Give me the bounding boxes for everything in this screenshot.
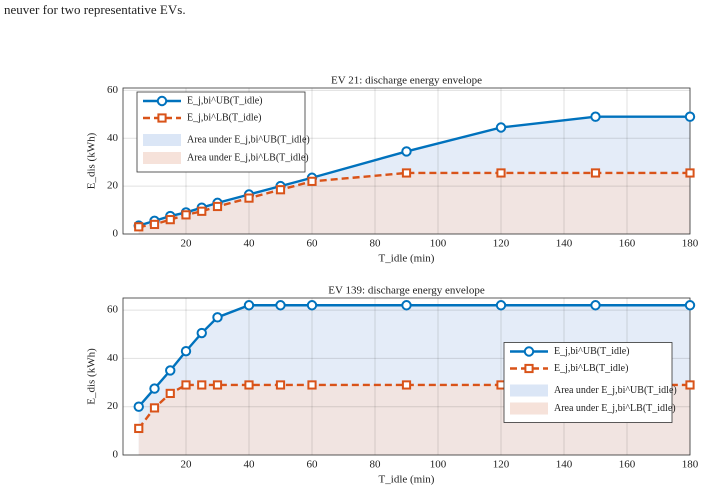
x-tick-label: 40 [244, 459, 256, 471]
point [149, 403, 160, 413]
y-tick-label: 20 [107, 180, 119, 192]
point [495, 122, 507, 133]
point [307, 176, 317, 186]
point [212, 201, 223, 212]
x-tick-label: 140 [556, 238, 573, 250]
point [684, 300, 696, 311]
x-tick-label: 160 [619, 459, 636, 471]
legend-label: E_j,bi^LB(T_idle) [187, 112, 261, 123]
point [275, 185, 286, 195]
point [244, 380, 254, 390]
chart-title: EV 139: discharge energy envelope [328, 285, 485, 297]
y-tick-label: 40 [107, 352, 119, 364]
point [685, 168, 695, 178]
x-tick-label: 40 [244, 238, 256, 250]
x-tick-label: 100 [430, 459, 447, 471]
point [275, 300, 286, 311]
x-tick-label: 60 [307, 459, 319, 471]
y-tick-label: 60 [107, 304, 119, 316]
axes-box [122, 297, 691, 456]
legend-label: Area under E_j,bi^UB(T_idle) [554, 385, 677, 396]
chart-title: EV 21: discharge energy envelope [331, 75, 482, 87]
x-tick-label: 140 [556, 459, 573, 471]
point [496, 380, 506, 390]
caption: neuver for two representative EVs. [4, 2, 186, 17]
point [275, 380, 286, 390]
point [243, 300, 255, 311]
x-tick-label: 100 [430, 238, 447, 250]
legend-label: Area under E_j,bi^LB(T_idle) [554, 403, 676, 414]
point [196, 327, 207, 339]
point [495, 300, 507, 311]
area [138, 172, 690, 234]
legend-swatch [510, 384, 548, 397]
legend-marker [157, 113, 167, 123]
legend-marker [524, 363, 534, 374]
point [180, 345, 192, 357]
point [181, 380, 191, 390]
x-tick-label: 160 [619, 238, 636, 250]
point [244, 193, 254, 203]
y-tick-label: 0 [113, 449, 119, 461]
point [590, 300, 601, 311]
point [134, 423, 144, 434]
x-tick-label: 180 [682, 238, 699, 250]
point [181, 210, 191, 220]
point [684, 111, 696, 122]
y-tick-label: 20 [107, 400, 119, 412]
point [401, 300, 412, 311]
legend-marker [156, 95, 168, 107]
point [134, 222, 144, 232]
x-tick-label: 120 [493, 238, 510, 250]
point [401, 380, 412, 390]
y-tick-label: 0 [113, 228, 119, 240]
x-axis-label: T_idle (min) [379, 253, 435, 265]
x-axis-label: T_idle (min) [379, 474, 435, 486]
point [212, 312, 223, 323]
point [133, 401, 144, 412]
point [685, 380, 695, 390]
legend-swatch [143, 134, 181, 146]
y-axis-label: E_dis (kWh) [86, 348, 98, 405]
y-axis-label: E_dis (kWh) [86, 132, 98, 189]
legend-swatch [510, 402, 548, 415]
y-tick-label: 40 [107, 132, 119, 144]
legend-marker [523, 346, 535, 357]
point [401, 168, 412, 178]
point [165, 215, 175, 225]
point [149, 219, 160, 230]
legend-label: E_j,bi^UB(T_idle) [554, 346, 630, 357]
point [306, 300, 318, 311]
x-tick-label: 80 [370, 238, 382, 250]
legend-swatch [143, 152, 181, 164]
x-tick-label: 20 [181, 238, 193, 250]
legend-label: Area under E_j,bi^UB(T_idle) [187, 134, 310, 145]
point [165, 365, 176, 376]
point [149, 383, 160, 394]
point [590, 168, 601, 178]
y-tick-label: 60 [107, 84, 119, 96]
point [590, 111, 601, 122]
point [212, 380, 223, 390]
legend-label: E_j,bi^LB(T_idle) [554, 363, 628, 374]
x-tick-label: 80 [370, 459, 382, 471]
point [496, 168, 506, 178]
legend-label: E_j,bi^UB(T_idle) [187, 95, 263, 106]
point [401, 146, 412, 157]
point [307, 380, 317, 390]
legend-label: Area under E_j,bi^LB(T_idle) [187, 152, 309, 163]
x-tick-label: 180 [682, 459, 699, 471]
x-tick-label: 120 [493, 459, 510, 471]
x-tick-label: 60 [307, 238, 319, 250]
axes-box [122, 87, 691, 235]
point [197, 206, 207, 216]
point [165, 388, 175, 399]
point [197, 380, 207, 390]
x-tick-label: 20 [181, 459, 193, 471]
